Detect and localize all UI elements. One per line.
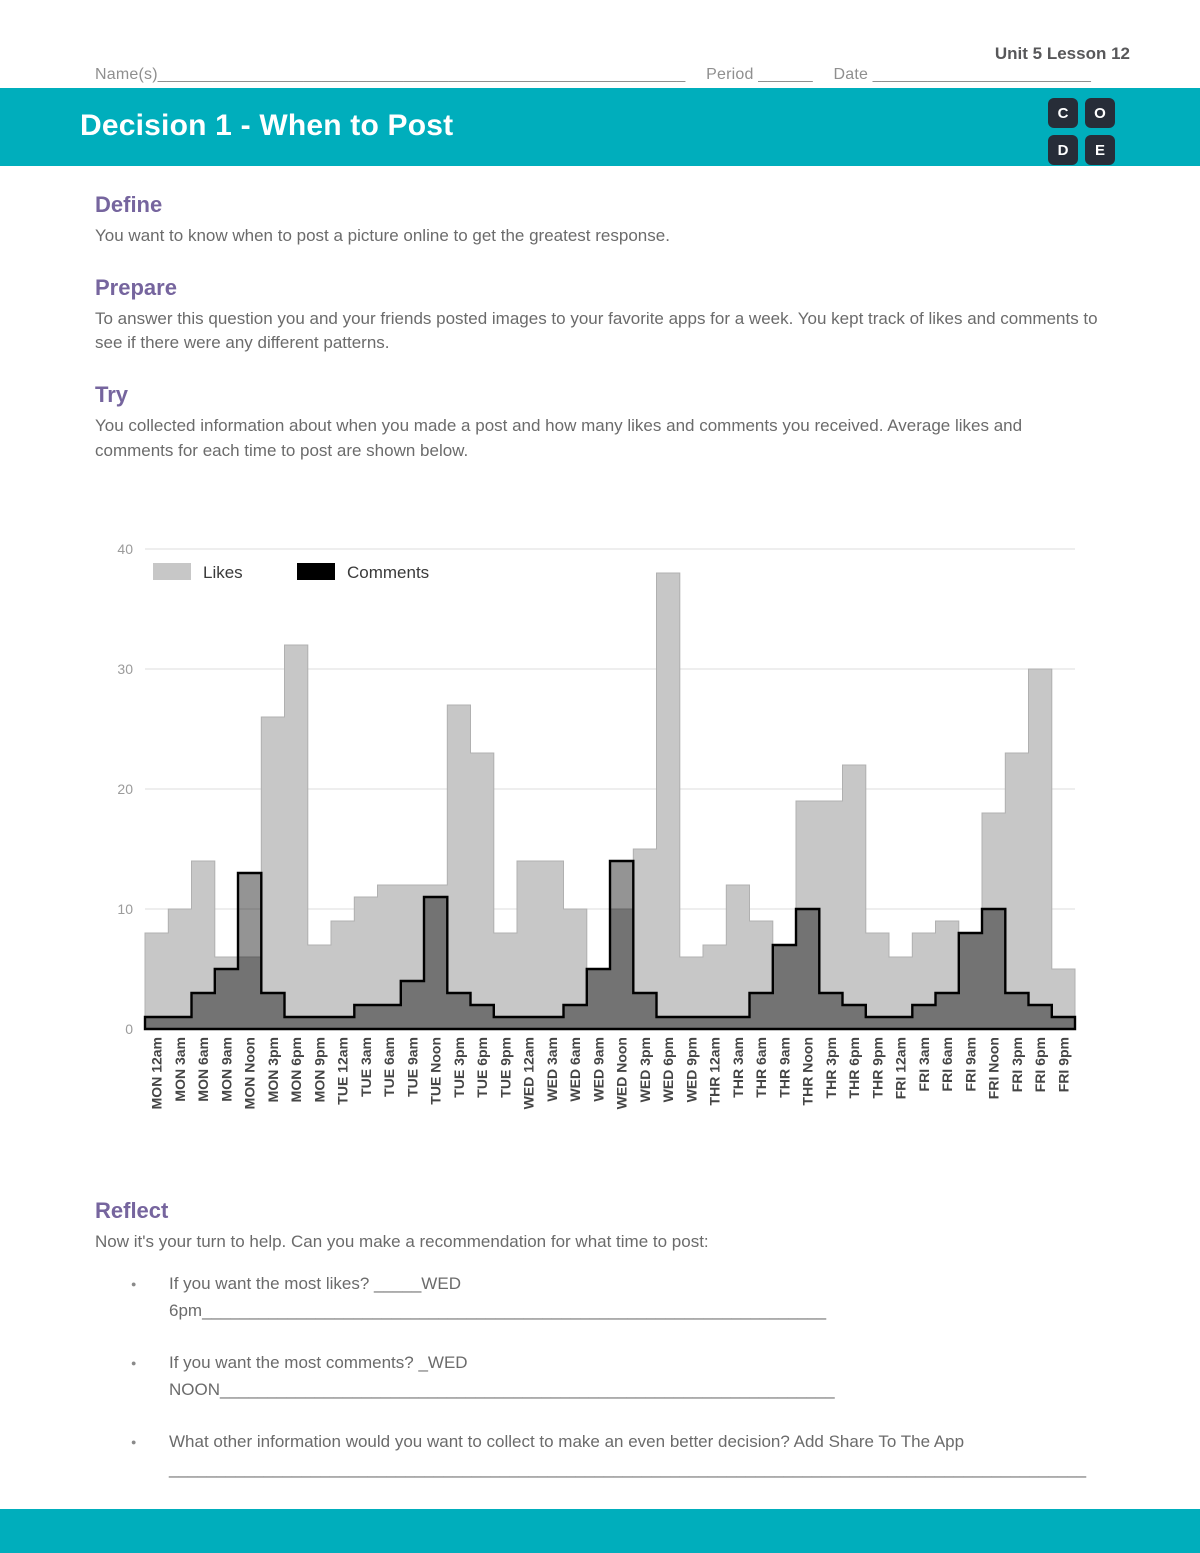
legend-swatch-likes xyxy=(153,563,191,581)
period-label: Period xyxy=(706,66,754,83)
x-tick-label: WED 12am xyxy=(521,1037,537,1109)
period-blank: ______ xyxy=(758,66,813,83)
unit-lesson-label: Unit 5 Lesson 12 xyxy=(994,44,1130,63)
define-heading: Define xyxy=(95,192,163,217)
x-tick-label: FRI Noon xyxy=(986,1037,1002,1099)
legend-swatch-comments xyxy=(297,563,335,581)
x-tick-label: FRI 3am xyxy=(916,1037,932,1091)
bullet-most-likes-question: If you want the most likes? _____WED xyxy=(169,1273,461,1293)
x-tick-label: TUE 6pm xyxy=(474,1037,490,1098)
logo-block-e: E xyxy=(1085,135,1115,165)
x-tick-label: TUE 3pm xyxy=(451,1037,467,1098)
x-tick-label: WED 6pm xyxy=(660,1037,676,1102)
try-body: You collected information about when you… xyxy=(95,415,1023,460)
x-tick-label: MON 6am xyxy=(195,1037,211,1102)
date-blank: ________________________ xyxy=(872,66,1092,83)
footer-bar xyxy=(0,1509,1200,1553)
x-tick-label: FRI 6am xyxy=(939,1037,955,1091)
y-tick-label: 30 xyxy=(117,661,133,677)
x-tick-label: WED 9pm xyxy=(683,1037,699,1102)
x-tick-label: TUE 6am xyxy=(381,1037,397,1097)
chart-svg: 0 10 20 30 40 Likes Comments MON 12am MON 3am MON… xyxy=(117,541,1077,1110)
bullet-most-comments-question: If you want the most comments? _WED xyxy=(169,1352,468,1372)
x-tick-label: MON 9am xyxy=(218,1037,234,1102)
x-tick-label: THR 9pm xyxy=(869,1037,885,1098)
x-tick-label: WED 6am xyxy=(567,1037,583,1102)
x-tick-label: TUE Noon xyxy=(428,1037,444,1105)
bullet-most-comments: If you want the most comments? _WED NOON… xyxy=(117,1350,1105,1403)
x-tick-label: MON 3am xyxy=(172,1037,188,1102)
x-tick-label: TUE 9am xyxy=(404,1037,420,1097)
bullet-most-likes-answer: 6pm_____________________________________… xyxy=(169,1301,827,1321)
x-tick-label: WED 3am xyxy=(544,1037,560,1102)
x-tick-label: THR 3am xyxy=(730,1037,746,1098)
x-tick-label: MON 12am xyxy=(149,1037,165,1109)
comments-area xyxy=(143,860,1077,1031)
try-heading: Try xyxy=(95,381,129,407)
logo-block-c: C xyxy=(1048,98,1078,128)
y-tick-label: 20 xyxy=(117,781,133,797)
x-tick-label: MON Noon xyxy=(242,1037,258,1109)
x-tick-label: FRI 9am xyxy=(962,1037,978,1091)
bullet-other-information-blank: ________________________________________… xyxy=(169,1459,1087,1479)
x-tick-label: THR 6pm xyxy=(846,1037,862,1098)
x-tick-label: MON 9pm xyxy=(311,1037,327,1102)
y-tick-label: 10 xyxy=(117,901,133,917)
define-body: You want to know when to post a picture … xyxy=(95,226,670,245)
legend-label-likes: Likes xyxy=(203,563,243,582)
reflect-bullets: If you want the most likes? _____WED 6pm… xyxy=(117,1271,1105,1482)
bullet-most-likes: If you want the most likes? _____WED 6pm… xyxy=(117,1271,1105,1324)
page-title: Decision 1 - When to Post xyxy=(80,109,454,142)
title-banner: Decision 1 - When to Post C O D E xyxy=(0,88,1200,166)
prepare-body: To answer this question you and your fri… xyxy=(95,308,1098,353)
logo-block-o: O xyxy=(1085,98,1115,128)
x-tick-label: WED Noon xyxy=(614,1037,630,1109)
x-tick-label: THR Noon xyxy=(800,1037,816,1105)
bullet-other-information: What other information would you want to… xyxy=(117,1429,1105,1482)
name-label: Name(s) xyxy=(95,66,158,83)
prepare-heading: Prepare xyxy=(95,274,177,300)
x-tick-label: TUE 3am xyxy=(358,1037,374,1097)
x-tick-label: MON 3pm xyxy=(265,1037,281,1102)
x-tick-label: THR 9am xyxy=(776,1037,792,1098)
y-tick-label: 0 xyxy=(125,1021,133,1037)
name-period-date-row: Name(s)_________________________________… xyxy=(95,66,1155,84)
x-tick-label: FRI 12am xyxy=(893,1037,909,1099)
x-tick-label: WED 3pm xyxy=(637,1037,653,1102)
reflect-heading: Reflect xyxy=(95,1198,169,1224)
name-blank: ________________________________________… xyxy=(157,66,686,83)
x-tick-label: MON 6pm xyxy=(288,1037,304,1102)
code-org-logo: C O D E xyxy=(1048,98,1115,165)
x-tick-label: THR 12am xyxy=(707,1037,723,1105)
legend-label-comments: Comments xyxy=(347,563,429,582)
worksheet-content: Define You want to know when to post a p… xyxy=(95,166,1105,1508)
bullet-most-comments-answer: NOON____________________________________… xyxy=(169,1380,835,1400)
x-tick-label: FRI 3pm xyxy=(1009,1037,1025,1092)
x-tick-label: TUE 9pm xyxy=(497,1037,513,1098)
x-tick-label: FRI 9pm xyxy=(1055,1037,1071,1092)
likes-comments-chart: 0 10 20 30 40 Likes Comments MON 12am MON 3am MON… xyxy=(83,519,1105,1172)
x-tick-label: THR 3pm xyxy=(823,1037,839,1098)
reflect-intro: Now it's your turn to help. Can you make… xyxy=(95,1232,709,1252)
x-tick-label: TUE 12am xyxy=(335,1037,351,1105)
x-tick-label: THR 6am xyxy=(753,1037,769,1098)
x-tick-label: WED 9am xyxy=(590,1037,606,1102)
date-label: Date xyxy=(833,66,869,83)
logo-block-d: D xyxy=(1048,135,1078,165)
bullet-other-information-question: What other information would you want to… xyxy=(169,1431,965,1451)
y-tick-label: 40 xyxy=(117,541,133,557)
x-tick-label: FRI 6pm xyxy=(1032,1037,1048,1092)
